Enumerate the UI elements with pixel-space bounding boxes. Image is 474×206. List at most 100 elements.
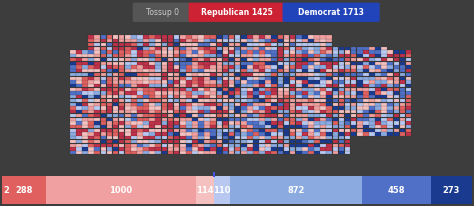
Bar bbox=[180, 125, 185, 128]
Bar bbox=[131, 43, 137, 46]
Bar bbox=[210, 65, 216, 69]
Bar bbox=[192, 50, 198, 54]
Bar bbox=[76, 121, 82, 125]
Bar bbox=[387, 106, 393, 110]
Bar bbox=[137, 144, 143, 147]
Bar bbox=[149, 58, 155, 61]
Bar bbox=[333, 88, 338, 91]
Bar bbox=[107, 95, 112, 98]
Bar bbox=[204, 95, 210, 98]
Bar bbox=[302, 136, 308, 139]
Bar bbox=[131, 95, 137, 98]
Bar bbox=[131, 136, 137, 139]
Bar bbox=[186, 84, 191, 87]
Bar bbox=[338, 103, 344, 106]
Bar bbox=[229, 47, 234, 50]
Bar bbox=[88, 132, 94, 136]
Bar bbox=[253, 73, 259, 76]
Bar bbox=[308, 76, 314, 80]
Bar bbox=[241, 114, 246, 117]
Bar bbox=[70, 69, 76, 72]
Bar bbox=[174, 47, 180, 50]
Bar bbox=[88, 47, 94, 50]
Bar bbox=[137, 129, 143, 132]
Bar bbox=[296, 39, 301, 42]
Bar bbox=[229, 73, 234, 76]
Bar bbox=[174, 62, 180, 65]
Bar bbox=[143, 121, 149, 125]
Bar bbox=[107, 118, 112, 121]
Bar bbox=[82, 91, 88, 95]
Bar bbox=[192, 39, 198, 42]
Bar bbox=[278, 35, 283, 39]
Bar bbox=[76, 73, 82, 76]
Bar bbox=[338, 99, 344, 102]
Bar bbox=[113, 62, 118, 65]
Bar bbox=[143, 50, 149, 54]
Bar bbox=[180, 144, 185, 147]
Bar bbox=[192, 58, 198, 61]
Bar bbox=[217, 62, 222, 65]
Bar bbox=[308, 110, 314, 113]
Bar bbox=[229, 118, 234, 121]
Bar bbox=[272, 99, 277, 102]
Bar bbox=[363, 91, 369, 95]
Bar bbox=[143, 58, 149, 61]
Bar bbox=[247, 65, 253, 69]
Bar bbox=[345, 80, 350, 83]
Bar bbox=[82, 118, 88, 121]
Bar bbox=[253, 129, 259, 132]
Bar bbox=[290, 121, 295, 125]
Bar bbox=[210, 84, 216, 87]
Bar bbox=[363, 54, 369, 57]
Bar bbox=[278, 140, 283, 143]
Bar bbox=[314, 110, 320, 113]
Bar bbox=[131, 88, 137, 91]
Bar bbox=[290, 136, 295, 139]
Bar bbox=[308, 95, 314, 98]
Bar bbox=[345, 103, 350, 106]
Bar bbox=[283, 140, 289, 143]
Bar bbox=[131, 69, 137, 72]
Bar bbox=[113, 35, 118, 39]
Bar bbox=[235, 106, 240, 110]
Bar bbox=[82, 106, 88, 110]
Bar bbox=[192, 125, 198, 128]
Bar bbox=[229, 39, 234, 42]
Bar bbox=[162, 151, 167, 154]
Bar bbox=[217, 54, 222, 57]
Bar bbox=[229, 62, 234, 65]
Bar bbox=[362, 176, 431, 204]
Bar bbox=[210, 80, 216, 83]
Bar bbox=[296, 144, 301, 147]
Bar bbox=[320, 76, 326, 80]
Bar bbox=[125, 129, 130, 132]
Bar bbox=[302, 106, 308, 110]
Bar bbox=[174, 106, 180, 110]
Bar bbox=[283, 110, 289, 113]
Bar bbox=[320, 62, 326, 65]
Bar bbox=[198, 69, 204, 72]
Bar bbox=[253, 144, 259, 147]
Bar bbox=[174, 114, 180, 117]
Bar bbox=[247, 80, 253, 83]
Bar bbox=[168, 121, 173, 125]
Bar bbox=[393, 50, 399, 54]
Bar bbox=[137, 73, 143, 76]
Bar bbox=[88, 69, 94, 72]
Bar bbox=[155, 47, 161, 50]
Bar bbox=[363, 88, 369, 91]
Bar bbox=[70, 54, 76, 57]
Bar bbox=[259, 99, 265, 102]
Bar bbox=[149, 110, 155, 113]
Bar bbox=[155, 106, 161, 110]
Bar bbox=[186, 140, 191, 143]
Bar bbox=[131, 76, 137, 80]
Bar bbox=[333, 118, 338, 121]
Bar bbox=[283, 136, 289, 139]
Bar bbox=[400, 65, 405, 69]
Bar bbox=[229, 50, 234, 54]
Bar bbox=[327, 106, 332, 110]
Bar bbox=[333, 103, 338, 106]
Bar bbox=[308, 58, 314, 61]
